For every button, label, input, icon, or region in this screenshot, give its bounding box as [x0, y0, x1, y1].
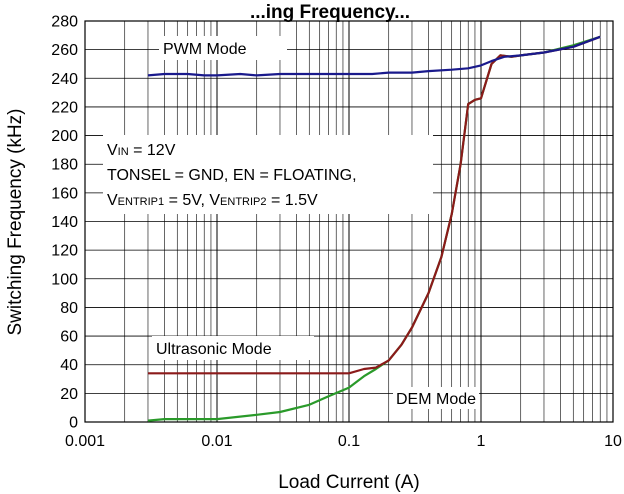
- y-tick-label: 80: [60, 300, 78, 317]
- dem-label-bg: [393, 387, 479, 409]
- x-axis-label: Load Current (A): [278, 472, 420, 493]
- dem-mode-line: [147, 35, 601, 422]
- y-tick-label: 240: [51, 71, 78, 88]
- conditions-box: [103, 135, 433, 214]
- pwm-mode-line: [147, 35, 601, 77]
- y-tick-label: 220: [51, 99, 78, 116]
- grid: [85, 21, 613, 422]
- x-tick-labels: 0.001 0.01 0.1 1 10: [65, 433, 622, 450]
- chart-title: ...ing Frequency...: [250, 2, 410, 23]
- y-tick-label: 0: [69, 415, 78, 432]
- tonsel-condition: TONSEL = GND, EN = FLOATING,: [107, 167, 357, 184]
- ultrasonic-label-bg: [152, 336, 314, 360]
- y-tick-label: 200: [51, 128, 78, 145]
- x-tick-label: 0.01: [201, 433, 232, 450]
- y-tick-label: 40: [60, 357, 78, 374]
- y-tick-label: 260: [51, 42, 78, 59]
- y-tick-label: 100: [51, 271, 78, 288]
- y-tick-label: 120: [51, 243, 78, 260]
- y-tick-label: 160: [51, 185, 78, 202]
- y-tick-label: 280: [51, 14, 78, 31]
- y-tick-label: 140: [51, 214, 78, 231]
- series-lines: [147, 35, 601, 422]
- y-axis-label: Switching Frequency (kHz): [5, 108, 26, 335]
- ventrip-condition: VENTRIP1 = 5V, VENTRIP2 = 1.5V: [107, 192, 318, 209]
- pwm-label-bg: [159, 36, 287, 60]
- y-tick-label: 60: [60, 329, 78, 346]
- x-tick-label: 1: [477, 433, 486, 450]
- dem-mode-label: DEM Mode: [396, 391, 476, 408]
- x-tick-label: 0.001: [65, 433, 105, 450]
- x-tick-label: 10: [604, 433, 622, 450]
- y-tick-labels: 0 20 40 60 80 100 120 140 160 180 200 220 240 260 280: [51, 14, 78, 432]
- y-tick-label: 20: [60, 386, 78, 403]
- y-tick-label: 180: [51, 157, 78, 174]
- vin-condition: VIN = 12V: [107, 142, 176, 159]
- x-tick-label: 0.1: [338, 433, 360, 450]
- plot-frame: [84, 20, 614, 423]
- pwm-mode-label: PWM Mode: [163, 41, 247, 58]
- ultrasonic-mode-label: Ultrasonic Mode: [156, 341, 272, 358]
